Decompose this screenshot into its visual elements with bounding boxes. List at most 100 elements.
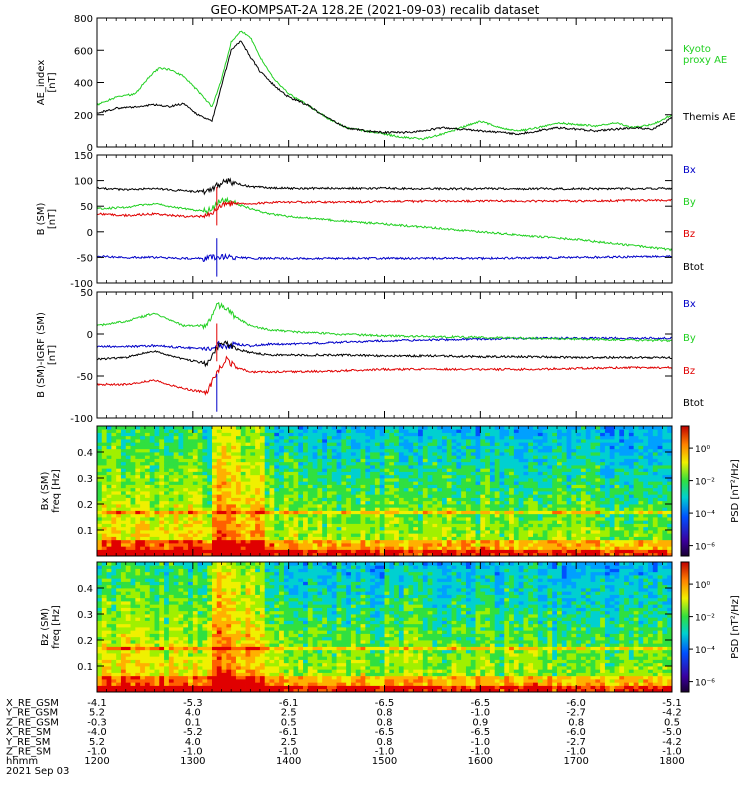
heatmap-cell (154, 536, 160, 541)
heatmap-cell (552, 484, 558, 489)
heatmap-cell (360, 513, 366, 518)
heatmap-cell (283, 448, 290, 453)
heatmap-cell (212, 465, 218, 469)
heatmap-cell (624, 432, 630, 437)
heatmap-cell (355, 429, 361, 433)
heatmap-cell (513, 504, 520, 508)
heatmap-cell (240, 439, 246, 443)
heatmap-cell (619, 432, 625, 437)
heatmap-cell (164, 435, 170, 440)
heatmap-cell (547, 484, 553, 489)
heatmap-cell (235, 455, 242, 459)
heatmap-cell (624, 458, 630, 463)
heatmap-cell (207, 526, 213, 531)
heatmap-cell (509, 439, 515, 443)
heatmap-cell (140, 530, 146, 534)
heatmap-cell (504, 520, 510, 524)
heatmap-cell (595, 448, 601, 453)
heatmap-cell (288, 435, 294, 440)
heatmap-cell (97, 497, 103, 502)
heatmap-cell (144, 543, 151, 547)
heatmap-cell (149, 517, 155, 521)
heatmap-cell (231, 426, 237, 430)
heatmap-cell (523, 500, 529, 505)
heatmap-cell (154, 520, 160, 524)
heatmap-cell (590, 474, 596, 479)
heatmap-cell (120, 461, 127, 466)
heatmap-cell (283, 507, 290, 511)
heatmap-cell (389, 549, 395, 554)
heatmap-cell (422, 442, 429, 446)
heatmap-cell (355, 549, 361, 554)
heatmap-cell (384, 533, 390, 537)
heatmap-cell (446, 526, 452, 531)
heatmap-cell (408, 510, 414, 515)
heatmap-cell (427, 448, 433, 453)
heatmap-cell (604, 484, 611, 489)
heatmap-cell (207, 546, 213, 550)
heatmap-cell (221, 504, 227, 508)
heatmap-cell (451, 455, 457, 459)
heatmap-cell (480, 536, 486, 541)
heatmap-cell (221, 530, 227, 534)
heatmap-cell (240, 520, 246, 524)
heatmap-cell (408, 478, 414, 482)
heatmap-cell (106, 536, 112, 541)
heatmap-cell (624, 455, 630, 459)
heatmap-cell (461, 445, 467, 450)
heatmap-cell (130, 539, 136, 544)
heatmap-cell (120, 507, 127, 511)
heatmap-cell (619, 471, 625, 476)
heatmap-cell (619, 461, 625, 466)
heatmap-cell (533, 533, 539, 537)
heatmap-cell (628, 500, 635, 505)
heatmap-cell (456, 517, 462, 521)
heatmap-cell (202, 526, 208, 531)
heatmap-cell (317, 439, 323, 443)
heatmap-cell (207, 500, 213, 505)
heatmap-cell (600, 530, 606, 534)
heatmap-cell (140, 507, 146, 511)
heatmap-cell (240, 539, 246, 544)
heatmap-cell (159, 507, 165, 511)
heatmap-cell (365, 455, 371, 459)
heatmap-cell (130, 536, 136, 541)
heatmap-cell (374, 445, 381, 450)
heatmap-cell (470, 494, 476, 498)
heatmap-cell (518, 478, 524, 482)
heatmap-cell (571, 432, 577, 437)
heatmap-cell (394, 536, 400, 541)
heatmap-cell (192, 549, 199, 554)
heatmap-cell (283, 520, 290, 524)
heatmap-cell (370, 533, 376, 537)
heatmap-cell (264, 546, 270, 550)
heatmap-cell (125, 429, 131, 433)
heatmap-cell (379, 432, 385, 437)
heatmap-cell (537, 426, 544, 430)
heatmap-cell (140, 448, 146, 453)
heatmap-cell (197, 523, 203, 528)
heatmap-cell (149, 432, 155, 437)
heatmap-cell (518, 439, 524, 443)
heatmap-cell (298, 549, 304, 554)
heatmap-cell (413, 474, 419, 479)
heatmap-cell (159, 448, 165, 453)
heatmap-cell (518, 468, 524, 472)
heatmap-cell (509, 435, 515, 440)
heatmap-cell (130, 513, 136, 518)
heatmap-cell (322, 546, 328, 550)
heatmap-cell (226, 465, 232, 469)
heatmap-cell (418, 481, 424, 485)
heatmap-cell (192, 539, 199, 544)
heatmap-cell (604, 520, 611, 524)
heatmap-cell (283, 474, 290, 479)
heatmap-cell (437, 426, 443, 430)
heatmap-cell (183, 491, 189, 495)
heatmap-cell (250, 539, 256, 544)
heatmap-cell (547, 530, 553, 534)
heatmap-cell (212, 513, 218, 518)
heatmap-cell (355, 543, 361, 547)
heatmap-cell (408, 517, 414, 521)
heatmap-cell (307, 523, 314, 528)
heatmap-cell (164, 448, 170, 453)
